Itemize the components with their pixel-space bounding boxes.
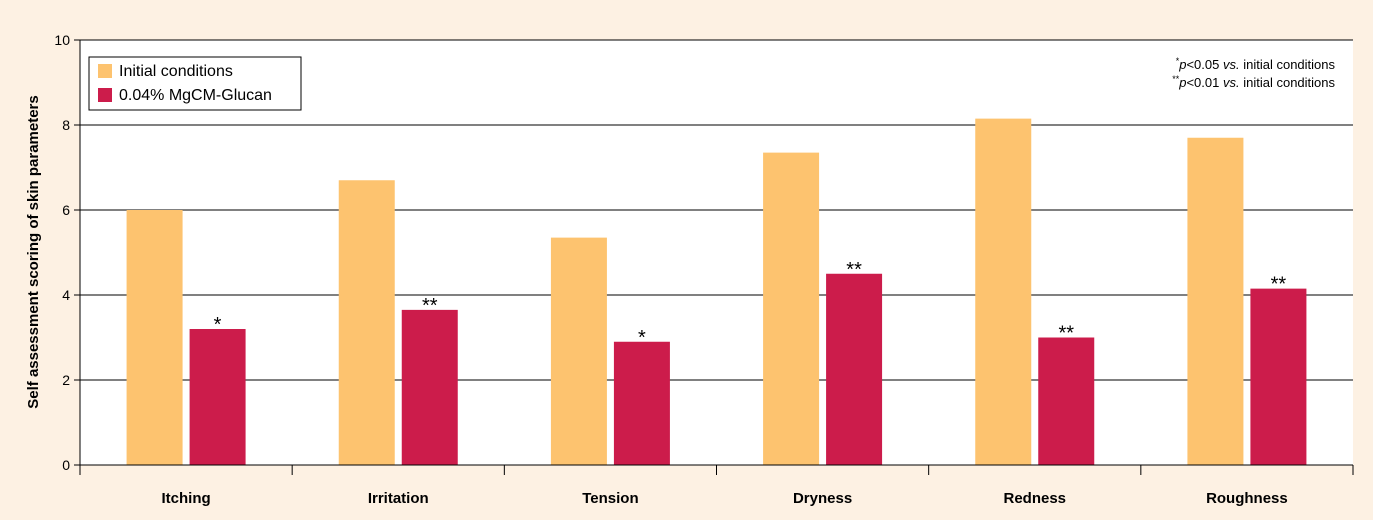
bar — [550, 237, 607, 465]
y-axis-label: Self assessment scoring of skin paramete… — [25, 95, 42, 408]
significance-marker: * — [638, 327, 646, 349]
legend: Initial conditions 0.04% MgCM-Glucan — [88, 56, 302, 111]
bar — [1250, 288, 1307, 465]
bar — [826, 273, 883, 465]
significance-marker: * — [214, 314, 222, 336]
y-tick-label: 4 — [62, 287, 70, 303]
x-tick-label: Roughness — [1206, 490, 1288, 507]
y-axis: 0 2 4 6 8 10 — [54, 32, 81, 473]
y-tick-label: 6 — [62, 202, 70, 218]
bar — [189, 329, 246, 465]
x-tick-label: Tension — [582, 490, 638, 507]
significance-marker: ** — [1058, 323, 1074, 345]
x-axis: Itching Irritation Tension Dryness Redness Ro… — [79, 464, 1354, 507]
legend-label-initial: Initial conditions — [119, 63, 233, 80]
bar — [613, 341, 670, 465]
legend-swatch-initial — [98, 64, 112, 78]
bars: ********** — [126, 118, 1307, 465]
significance-marker: ** — [846, 259, 862, 281]
bar — [338, 180, 395, 465]
x-tick-label: Irritation — [368, 490, 429, 507]
y-tick-label: 8 — [62, 117, 70, 133]
x-tick-label: Itching — [161, 490, 210, 507]
legend-box — [88, 56, 302, 111]
bar — [126, 210, 183, 465]
note-p001: **p<0.01 vs. initial conditions — [1172, 74, 1335, 90]
x-tick-label: Redness — [1003, 490, 1066, 507]
bar — [1038, 337, 1095, 465]
x-tick-label: Dryness — [793, 490, 852, 507]
legend-swatch-mgcm — [98, 88, 112, 102]
significance-notes: *p<0.05 vs. initial conditions **p<0.01 … — [1172, 56, 1335, 90]
note-p005: *p<0.05 vs. initial conditions — [1176, 56, 1336, 72]
gridlines — [80, 39, 1353, 381]
y-tick-label: 0 — [62, 457, 70, 473]
plot-area — [80, 40, 1353, 465]
significance-marker: ** — [422, 295, 438, 317]
y-tick-label: 10 — [54, 32, 70, 48]
bar — [763, 152, 820, 465]
significance-marker: ** — [1271, 274, 1287, 296]
bar — [401, 309, 458, 465]
legend-label-mgcm: 0.04% MgCM-Glucan — [119, 87, 272, 104]
bar — [1187, 137, 1244, 465]
y-tick-label: 2 — [62, 372, 70, 388]
bar — [975, 118, 1032, 465]
